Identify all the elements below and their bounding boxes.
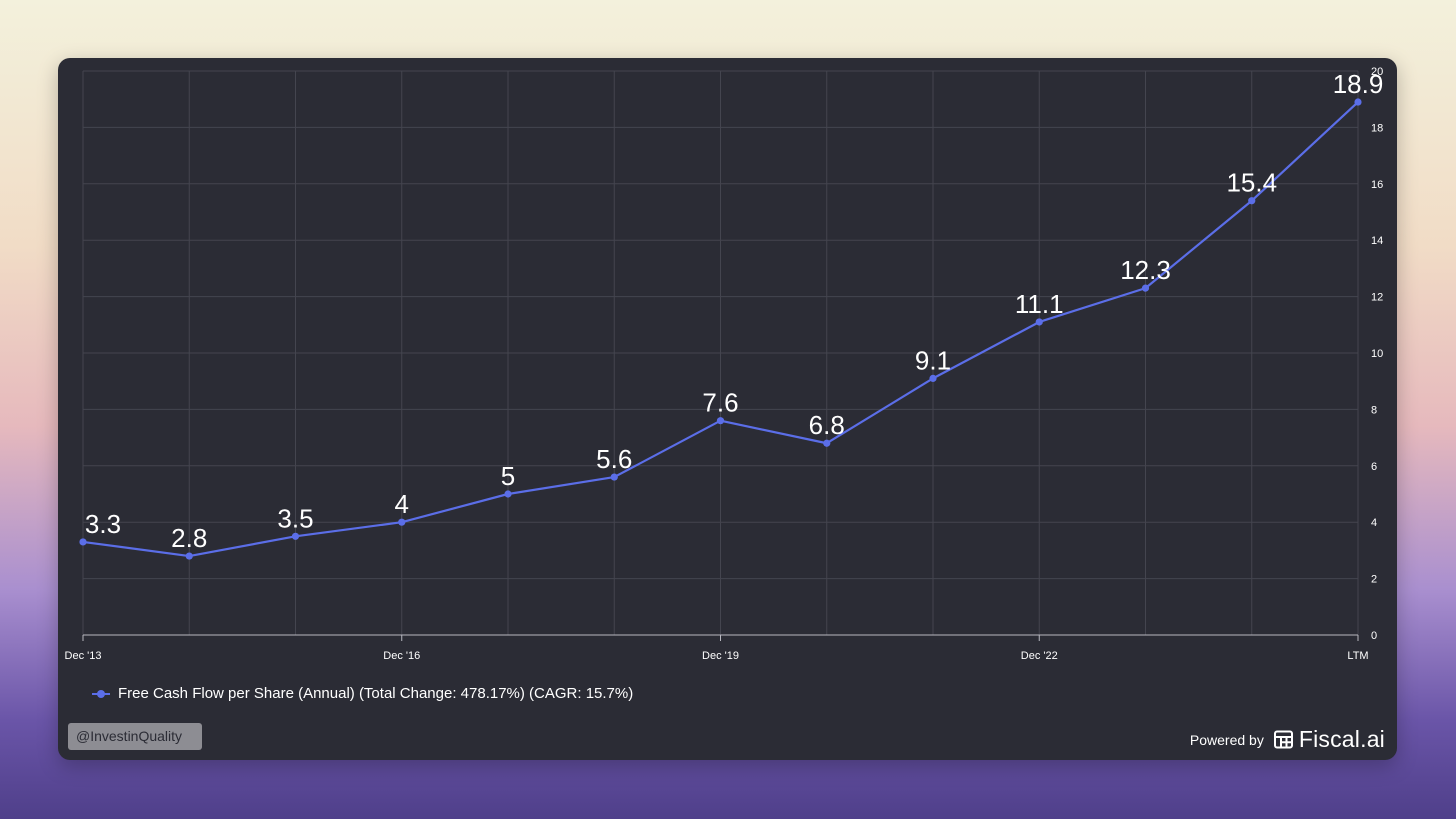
y-tick-label: 16: [1371, 179, 1383, 191]
data-point[interactable]: [1248, 197, 1256, 205]
legend-series-marker: [92, 689, 110, 699]
y-tick-label: 10: [1371, 348, 1383, 360]
data-point[interactable]: [79, 538, 87, 546]
data-point[interactable]: [610, 473, 618, 481]
data-label: 9.1: [915, 345, 951, 375]
data-point[interactable]: [185, 552, 193, 560]
data-point[interactable]: [929, 374, 937, 382]
chart-legend[interactable]: Free Cash Flow per Share (Annual) (Total…: [92, 685, 633, 702]
data-point[interactable]: [1141, 284, 1150, 292]
x-tick-label: LTM: [1347, 650, 1368, 662]
data-label: 18.9: [1333, 69, 1384, 99]
watermark-badge: @InvestinQuality: [68, 723, 202, 750]
brand-name: Fiscal.ai: [1298, 726, 1385, 752]
y-tick-label: 12: [1371, 292, 1383, 304]
data-label: 12.3: [1120, 255, 1171, 285]
x-tick-label: Dec '22: [1021, 650, 1058, 662]
y-tick-label: 2: [1371, 574, 1377, 586]
data-point[interactable]: [823, 439, 831, 447]
data-point[interactable]: [504, 490, 512, 498]
chart-plot: 0 2 4 6 8 10 12 14 16 18 20 Dec '13 Dec '16 Dec '19 De…: [65, 66, 1384, 662]
data-point[interactable]: [291, 532, 300, 540]
fiscal-ai-logo: Fiscal.ai: [1272, 726, 1385, 753]
calculator-icon: [1273, 730, 1293, 748]
data-label: 11.1: [1015, 289, 1064, 319]
x-tick-label: Dec '16: [383, 650, 420, 662]
data-label: 7.6: [702, 388, 738, 418]
y-tick-label: 6: [1371, 461, 1377, 473]
y-tick-label: 18: [1371, 122, 1383, 134]
data-label: 2.8: [171, 523, 207, 553]
data-label: 4: [395, 489, 409, 519]
x-tick-label: Dec '19: [702, 650, 739, 662]
y-tick-label: 20: [1371, 66, 1383, 78]
y-tick-label: 0: [1371, 630, 1377, 642]
data-label: 3.5: [277, 503, 313, 533]
powered-by[interactable]: Powered by Fiscal.ai: [1190, 726, 1385, 753]
chart-card: 0 2 4 6 8 10 12 14 16 18 20 Dec '13 Dec '16 Dec '19 De…: [58, 58, 1397, 760]
data-label: 6.8: [809, 410, 845, 440]
data-point[interactable]: [398, 518, 406, 526]
powered-by-label: Powered by: [1189, 731, 1264, 748]
y-tick-label: 8: [1371, 404, 1377, 416]
data-label: 5: [501, 461, 515, 491]
data-point[interactable]: [1035, 318, 1043, 326]
x-tick-label: Dec '13: [65, 650, 102, 662]
data-label: 5.6: [596, 444, 632, 474]
data-label: 15.4: [1226, 168, 1277, 198]
data-label: 3.3: [85, 509, 121, 539]
data-point[interactable]: [1354, 98, 1362, 106]
y-tick-label: 14: [1371, 235, 1383, 247]
legend-series-label: Free Cash Flow per Share (Annual) (Total…: [118, 685, 634, 702]
y-tick-label: 4: [1371, 517, 1377, 529]
data-point[interactable]: [716, 417, 725, 425]
